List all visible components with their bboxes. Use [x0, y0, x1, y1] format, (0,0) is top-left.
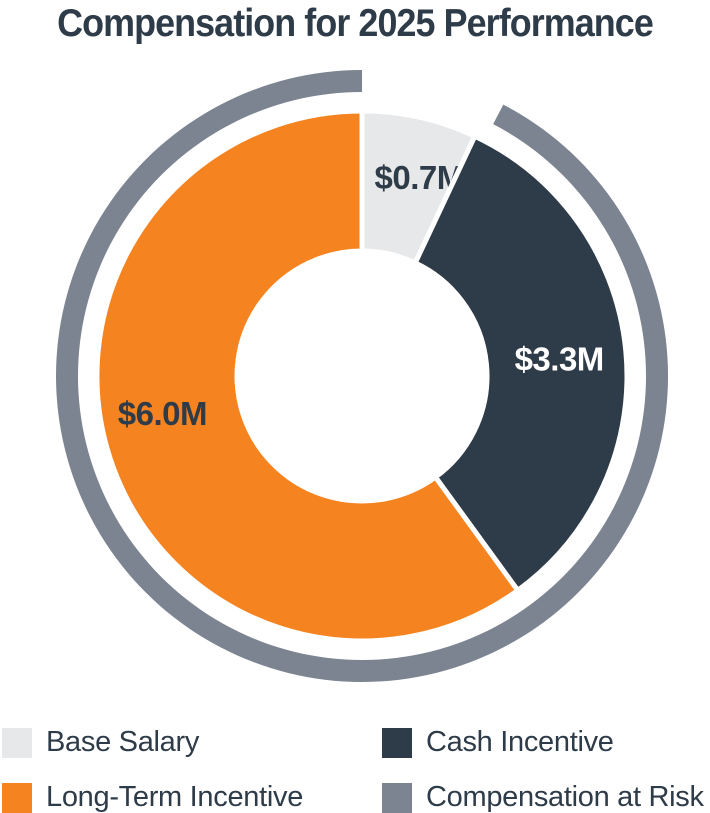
donut-slice-cash-incentive [411, 132, 630, 594]
donut-chart: $0.7M$3.3M$6.0M [56, 70, 669, 682]
legend: Base Salary Cash Incentive Long-Term Inc… [2, 726, 708, 813]
donut-slice-long-term-incentive [94, 108, 522, 644]
chart-title: Compensation for 2025 Performance [57, 2, 654, 45]
legend-label-base-salary: Base Salary [46, 726, 200, 758]
legend-label-long-term-incentive: Long-Term Incentive [46, 781, 304, 813]
legend-item-long-term-incentive: Long-Term Incentive [2, 781, 382, 813]
legend-swatch-cash-incentive [382, 727, 412, 758]
legend-swatch-compensation-at-risk [382, 782, 412, 813]
legend-label-compensation-at-risk: Compensation at Risk [426, 781, 704, 813]
slice-value-label-long-term-incentive: $6.0M [118, 395, 207, 432]
legend-swatch-long-term-incentive [2, 782, 32, 813]
legend-item-cash-incentive: Cash Incentive [382, 726, 708, 758]
legend-label-cash-incentive: Cash Incentive [426, 726, 614, 758]
slice-value-label-cash-incentive: $3.3M [515, 341, 604, 378]
legend-swatch-base-salary [2, 727, 32, 758]
legend-item-compensation-at-risk: Compensation at Risk [382, 781, 708, 813]
legend-item-base-salary: Base Salary [2, 726, 382, 758]
